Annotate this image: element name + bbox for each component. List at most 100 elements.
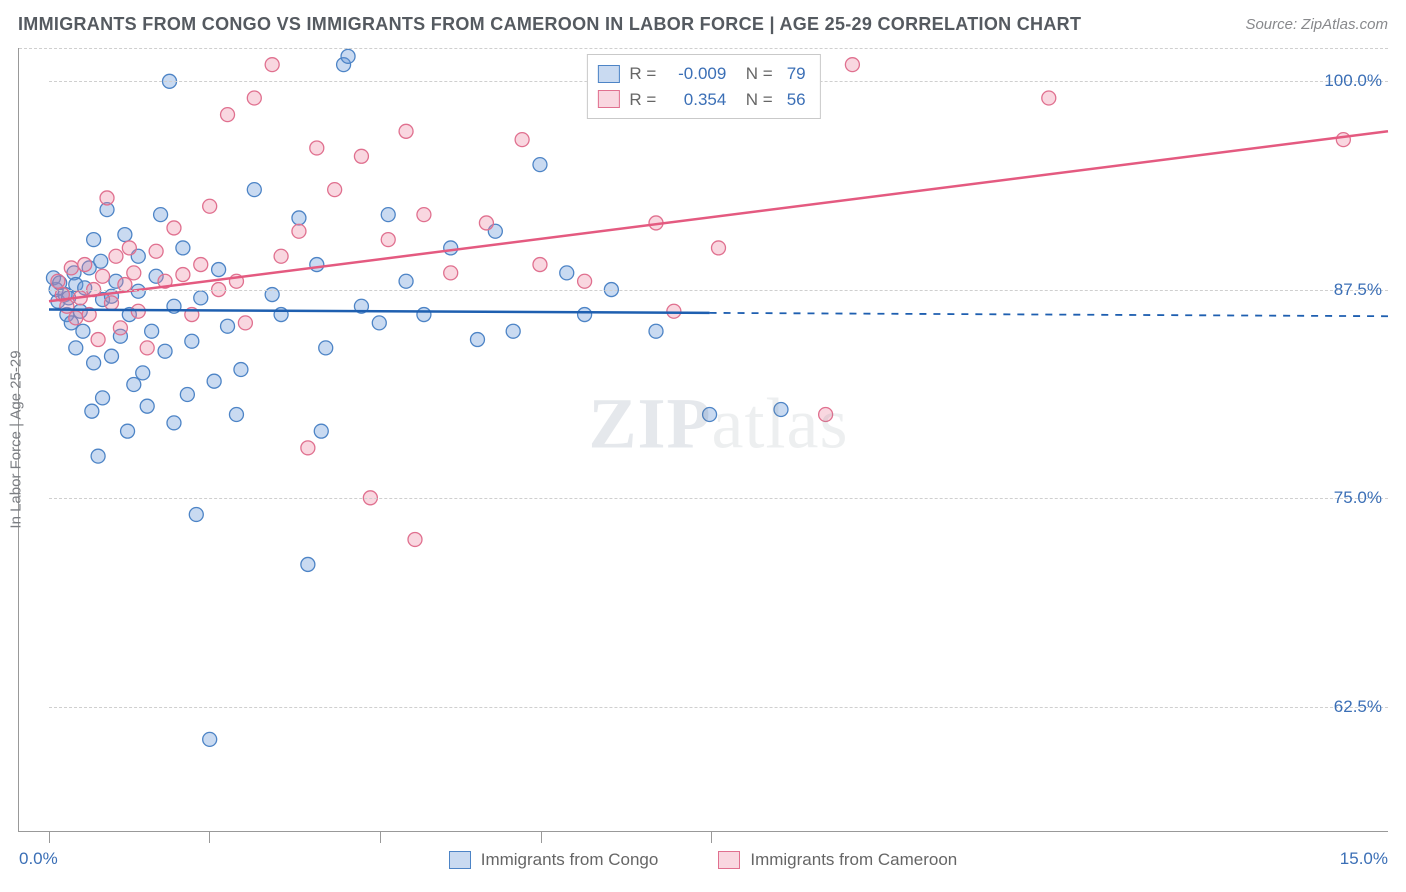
data-point-congo: [140, 399, 154, 413]
data-point-congo: [207, 374, 221, 388]
data-point-cameroon: [140, 341, 154, 355]
data-point-congo: [87, 233, 101, 247]
data-point-cameroon: [515, 133, 529, 147]
x-tick: [541, 831, 542, 843]
data-point-congo: [649, 324, 663, 338]
x-tick: [209, 831, 210, 843]
legend-swatch: [449, 851, 471, 869]
data-point-cameroon: [399, 124, 413, 138]
y-axis-label-wrap: In Labor Force | Age 25-29: [7, 48, 25, 831]
gridline-h: [49, 498, 1388, 499]
data-point-cameroon: [203, 199, 217, 213]
data-point-cameroon: [221, 108, 235, 122]
data-point-congo: [372, 316, 386, 330]
gridline-h: [49, 290, 1388, 291]
data-point-cameroon: [1042, 91, 1056, 105]
data-point-cameroon: [1336, 133, 1350, 147]
data-point-congo: [578, 308, 592, 322]
swatch-congo: [597, 65, 619, 83]
data-point-cameroon: [712, 241, 726, 255]
plot-area: In Labor Force | Age 25-29 ZIPatlas 100.…: [18, 48, 1388, 832]
data-point-congo: [470, 333, 484, 347]
stat-n-value: 79: [787, 61, 806, 87]
data-point-congo: [194, 291, 208, 305]
data-point-cameroon: [292, 224, 306, 238]
data-point-congo: [87, 356, 101, 370]
data-point-congo: [292, 211, 306, 225]
legend-label: Immigrants from Cameroon: [750, 850, 957, 870]
data-point-congo: [314, 424, 328, 438]
data-point-cameroon: [667, 304, 681, 318]
data-point-congo: [145, 324, 159, 338]
data-point-congo: [69, 341, 83, 355]
data-point-cameroon: [274, 249, 288, 263]
data-point-congo: [167, 416, 181, 430]
data-point-congo: [229, 408, 243, 422]
data-point-congo: [158, 344, 172, 358]
data-point-cameroon: [845, 58, 859, 72]
y-tick-label: 87.5%: [1334, 280, 1382, 300]
data-point-cameroon: [91, 333, 105, 347]
y-tick-label: 75.0%: [1334, 488, 1382, 508]
data-point-cameroon: [104, 296, 118, 310]
data-point-congo: [301, 557, 315, 571]
data-point-congo: [176, 241, 190, 255]
data-point-cameroon: [127, 266, 141, 280]
data-point-cameroon: [122, 241, 136, 255]
trendline-congo: [49, 310, 710, 313]
data-point-cameroon: [301, 441, 315, 455]
source-label: Source: ZipAtlas.com: [1245, 16, 1388, 33]
data-point-congo: [221, 319, 235, 333]
data-point-cameroon: [479, 216, 493, 230]
data-point-congo: [85, 404, 99, 418]
data-point-cameroon: [238, 316, 252, 330]
data-point-congo: [76, 324, 90, 338]
data-point-cameroon: [149, 244, 163, 258]
data-point-cameroon: [265, 58, 279, 72]
y-axis-label: In Labor Force | Age 25-29: [8, 350, 25, 528]
data-point-congo: [399, 274, 413, 288]
data-point-cameroon: [176, 268, 190, 282]
data-point-congo: [533, 158, 547, 172]
x-tick: [49, 831, 50, 843]
y-tick-label: 100.0%: [1324, 71, 1382, 91]
data-point-cameroon: [417, 208, 431, 222]
data-point-congo: [96, 391, 110, 405]
swatch-cameroon: [597, 90, 619, 108]
data-point-congo: [774, 403, 788, 417]
data-point-congo: [212, 263, 226, 277]
data-point-congo: [417, 308, 431, 322]
data-point-congo: [154, 208, 168, 222]
data-point-congo: [234, 363, 248, 377]
data-point-cameroon: [167, 221, 181, 235]
data-point-cameroon: [69, 311, 83, 325]
data-point-cameroon: [64, 261, 78, 275]
data-point-cameroon: [578, 274, 592, 288]
stats-legend: R =-0.009 N =79R =0.354 N =56: [586, 54, 820, 119]
data-point-cameroon: [247, 91, 261, 105]
stat-n-label: N =: [736, 87, 772, 113]
data-point-congo: [180, 388, 194, 402]
data-point-cameroon: [381, 233, 395, 247]
chart-title: IMMIGRANTS FROM CONGO VS IMMIGRANTS FROM…: [18, 14, 1081, 35]
data-point-cameroon: [354, 149, 368, 163]
chart-svg: [49, 48, 1388, 831]
data-point-cameroon: [819, 408, 833, 422]
data-point-cameroon: [328, 183, 342, 197]
trendline-cameroon: [49, 131, 1388, 301]
legend-item: Immigrants from Congo: [449, 850, 659, 870]
trendline-dash-congo: [710, 313, 1388, 316]
y-tick-label: 62.5%: [1334, 697, 1382, 717]
data-point-cameroon: [444, 266, 458, 280]
data-point-congo: [444, 241, 458, 255]
data-point-congo: [560, 266, 574, 280]
stats-row-cameroon: R =0.354 N =56: [597, 87, 805, 113]
stats-row-congo: R =-0.009 N =79: [597, 61, 805, 87]
stat-n-value: 56: [787, 87, 806, 113]
data-point-cameroon: [96, 269, 110, 283]
x-tick: [711, 831, 712, 843]
stat-r-value: 0.354: [666, 87, 726, 113]
data-point-congo: [121, 424, 135, 438]
data-point-congo: [136, 366, 150, 380]
data-point-cameroon: [51, 274, 65, 288]
